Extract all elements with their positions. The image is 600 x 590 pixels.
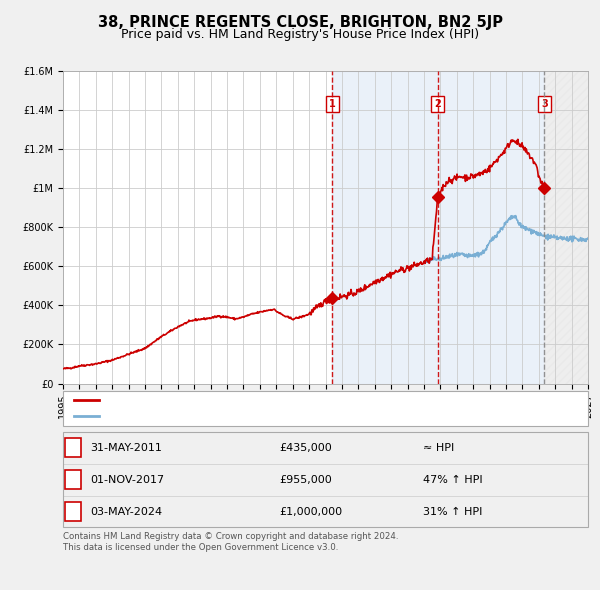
38, PRINCE REGENTS CLOSE, BRIGHTON, BN2 5JP (detached house) — [514, 136, 521, 143]
Bar — [544, 71, 588, 384]
Text: HPI: Average price, detached house, Brighton and Hove: HPI: Average price, detached house, Brig… — [105, 411, 395, 421]
HPI: Average price, detached house, Brighton and Hove: (2.02e+03, 7.9e+05): Average price, detached house, Brighton … — [524, 225, 532, 232]
Text: ≈ HPI: ≈ HPI — [423, 443, 454, 453]
Text: 38, PRINCE REGENTS CLOSE, BRIGHTON, BN2 5JP: 38, PRINCE REGENTS CLOSE, BRIGHTON, BN2 … — [97, 15, 503, 30]
38, PRINCE REGENTS CLOSE, BRIGHTON, BN2 5JP (detached house) — [367, 281, 374, 288]
Text: Price paid vs. HM Land Registry's House Price Index (HPI): Price paid vs. HM Land Registry's House … — [121, 28, 479, 41]
HPI: Average price, detached house, Brighton and Hove: (2.02e+03, 7.56e+05): Average price, detached house, Brighton … — [539, 232, 547, 240]
HPI: Average price, detached house, Brighton and Hove: (2.02e+03, 8.59e+05): Average price, detached house, Brighton … — [512, 212, 519, 219]
38, PRINCE REGENTS CLOSE, BRIGHTON, BN2 5JP (detached house) — [352, 290, 359, 297]
Text: Contains HM Land Registry data © Crown copyright and database right 2024.
This d: Contains HM Land Registry data © Crown c… — [63, 532, 398, 552]
HPI: Average price, detached house, Brighton and Hove: (2.02e+03, 6.39e+05): Average price, detached house, Brighton … — [440, 255, 448, 262]
Text: 2: 2 — [70, 475, 77, 484]
Text: 3: 3 — [541, 99, 548, 109]
Text: 31% ↑ HPI: 31% ↑ HPI — [423, 507, 482, 516]
Text: 3: 3 — [70, 507, 77, 516]
Text: 1: 1 — [329, 99, 336, 109]
Text: £1,000,000: £1,000,000 — [279, 507, 342, 516]
Text: 01-NOV-2017: 01-NOV-2017 — [90, 475, 164, 484]
38, PRINCE REGENTS CLOSE, BRIGHTON, BN2 5JP (detached house) — [59, 365, 67, 372]
Text: 38, PRINCE REGENTS CLOSE, BRIGHTON, BN2 5JP (detached house): 38, PRINCE REGENTS CLOSE, BRIGHTON, BN2 … — [105, 395, 457, 405]
38, PRINCE REGENTS CLOSE, BRIGHTON, BN2 5JP (detached house) — [60, 365, 67, 372]
Text: 31-MAY-2011: 31-MAY-2011 — [90, 443, 162, 453]
HPI: Average price, detached house, Brighton and Hove: (2.02e+03, 6.26e+05): Average price, detached house, Brighton … — [421, 258, 428, 265]
HPI: Average price, detached house, Brighton and Hove: (2.02e+03, 7.2e+05): Average price, detached house, Brighton … — [486, 239, 493, 246]
Text: 1: 1 — [70, 443, 77, 453]
38, PRINCE REGENTS CLOSE, BRIGHTON, BN2 5JP (detached house) — [425, 259, 432, 266]
HPI: Average price, detached house, Brighton and Hove: (2.02e+03, 7.6e+05): Average price, detached house, Brighton … — [541, 231, 548, 238]
HPI: Average price, detached house, Brighton and Hove: (2.02e+03, 6.18e+05): Average price, detached house, Brighton … — [421, 259, 428, 266]
HPI: Average price, detached house, Brighton and Hove: (2.03e+03, 7.44e+05): Average price, detached house, Brighton … — [584, 234, 592, 241]
Text: 2: 2 — [434, 99, 441, 109]
Line: HPI: Average price, detached house, Brighton and Hove: HPI: Average price, detached house, Brig… — [424, 215, 588, 263]
38, PRINCE REGENTS CLOSE, BRIGHTON, BN2 5JP (detached house) — [89, 360, 97, 368]
Bar — [332, 71, 544, 384]
Text: £955,000: £955,000 — [279, 475, 332, 484]
38, PRINCE REGENTS CLOSE, BRIGHTON, BN2 5JP (detached house) — [475, 171, 482, 178]
Line: 38, PRINCE REGENTS CLOSE, BRIGHTON, BN2 5JP (detached house): 38, PRINCE REGENTS CLOSE, BRIGHTON, BN2 … — [63, 139, 544, 369]
Text: 47% ↑ HPI: 47% ↑ HPI — [423, 475, 482, 484]
Text: £435,000: £435,000 — [279, 443, 332, 453]
38, PRINCE REGENTS CLOSE, BRIGHTON, BN2 5JP (detached house) — [340, 293, 347, 300]
38, PRINCE REGENTS CLOSE, BRIGHTON, BN2 5JP (detached house) — [541, 185, 548, 192]
HPI: Average price, detached house, Brighton and Hove: (2.02e+03, 6.71e+05): Average price, detached house, Brighton … — [474, 249, 481, 256]
Text: 03-MAY-2024: 03-MAY-2024 — [90, 507, 162, 516]
